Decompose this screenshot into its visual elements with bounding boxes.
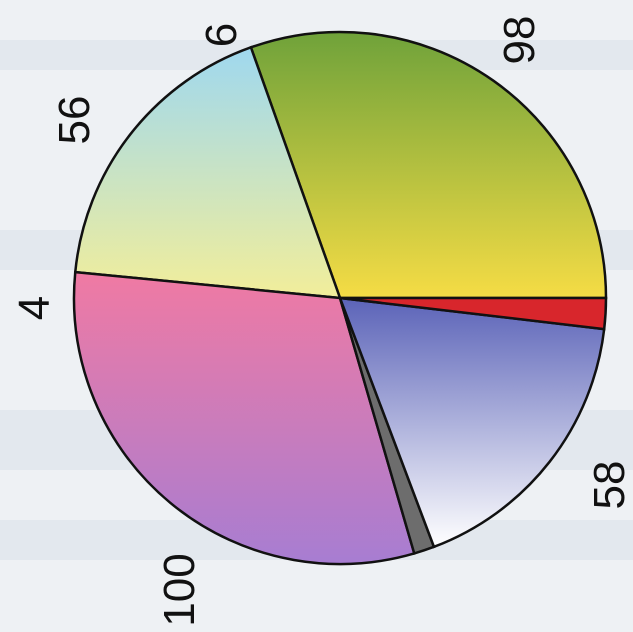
slice-label-4: 4 (10, 295, 59, 321)
pie-slice-6 (339, 296, 608, 331)
pie-slices (72, 30, 608, 566)
pie-slice-56 (338, 296, 606, 549)
slice-label-56: 56 (50, 95, 99, 145)
slice-label-100: 100 (155, 553, 204, 627)
pie-slice-98 (249, 30, 608, 300)
slice-label-98: 98 (495, 15, 544, 65)
pie-slice-58 (73, 45, 342, 300)
slice-label-6: 6 (197, 22, 246, 48)
pie-slice-100 (72, 270, 416, 566)
slice-label-58: 58 (585, 460, 633, 510)
